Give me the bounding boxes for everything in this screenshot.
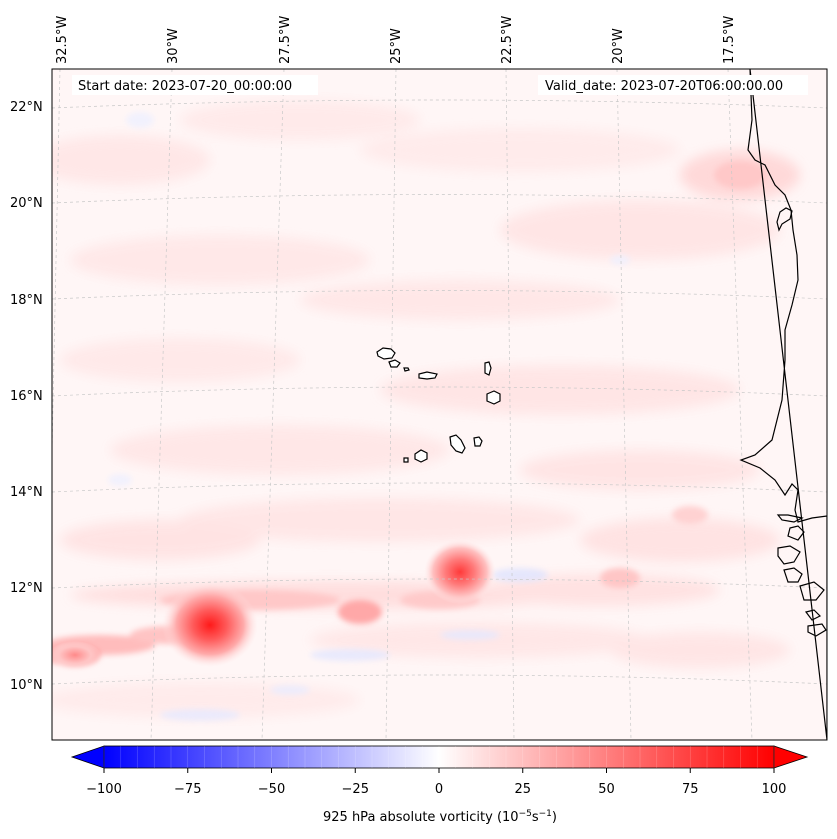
- colorbar-tick-label: −25: [342, 782, 369, 797]
- island-santa-luzia: [403, 367, 410, 372]
- lon-label-25w: 25°W: [389, 28, 404, 64]
- colorbar-extend-high: [773, 745, 809, 769]
- island-sao-vicente: [388, 359, 401, 368]
- lat-label-14n: 14°N: [10, 485, 43, 500]
- colorbar-tick-label: 75: [682, 782, 699, 797]
- coast-detail-north: [776, 207, 793, 232]
- start-date-text: Start date: 2023-07-20_00:00:00: [78, 79, 292, 94]
- lon-label-32-5w: 32.5°W: [55, 16, 70, 64]
- vorticity-maximum-secondary: [424, 540, 496, 604]
- vorticity-maximum-tertiary: [52, 641, 101, 669]
- map-frame: [51, 68, 828, 741]
- island-sal: [484, 361, 492, 376]
- lon-label-30w: 30°W: [166, 28, 181, 64]
- colorbar-extend-low: [70, 745, 105, 769]
- lon-label-22-5w: 22.5°W: [500, 16, 515, 64]
- colorbar-ticks: −100 −75 −50 −25 0 25 50 75 100: [86, 746, 786, 797]
- island-boa-vista: [486, 390, 501, 405]
- island-sao-nicolau: [418, 371, 438, 380]
- valid-date-text: Valid_date: 2023-07-20T06:00:00.00: [545, 79, 783, 94]
- lat-label-10n: 10°N: [10, 678, 43, 693]
- vorticity-maximum-primary: [162, 583, 258, 667]
- longitude-labels: 32.5°W 30°W 27.5°W 25°W 22.5°W 20°W 17.5…: [55, 16, 737, 64]
- lat-label-22n: 22°N: [10, 100, 43, 115]
- colorbar-tick-label: 25: [514, 782, 531, 797]
- colorbar-label: 925 hPa absolute vorticity (10−5s−1): [323, 809, 557, 825]
- lat-label-20n: 20°N: [10, 196, 43, 211]
- island-brava: [403, 457, 409, 463]
- lat-label-18n: 18°N: [10, 293, 43, 308]
- island-fogo: [414, 449, 428, 463]
- colorbar-tick-label: 50: [598, 782, 615, 797]
- graticule: [52, 69, 827, 740]
- colorbar-tick-label: 0: [435, 782, 443, 797]
- map-panel: Start date: 2023-07-20_00:00:00 Valid_da…: [51, 68, 828, 741]
- lat-label-16n: 16°N: [10, 389, 43, 404]
- lon-label-27-5w: 27.5°W: [278, 16, 293, 64]
- island-santo-antao: [376, 347, 396, 360]
- west-africa-coastline: [739, 69, 827, 740]
- island-santiago: [449, 434, 466, 454]
- vorticity-field: [52, 100, 800, 721]
- colorbar-tick-label: −75: [174, 782, 201, 797]
- latitude-labels: 22°N 20°N 18°N 16°N 14°N 12°N 10°N: [10, 100, 43, 693]
- colorbar-tick-label: −100: [86, 782, 122, 797]
- lon-label-17-5w: 17.5°W: [722, 16, 737, 64]
- lon-label-20w: 20°W: [611, 28, 626, 64]
- cape-verde-islands: [376, 347, 501, 463]
- colorbar-tick-label: −50: [258, 782, 285, 797]
- colorbar: −100 −75 −50 −25 0 25 50 75 100 925 hPa absolute…: [70, 745, 809, 825]
- coast-detail-gambia: [776, 514, 827, 637]
- land-africa: [739, 69, 827, 740]
- island-maio: [473, 436, 483, 447]
- colorbar-tick-label: 100: [762, 782, 787, 797]
- lat-label-12n: 12°N: [10, 581, 43, 596]
- valid-date-box: [538, 75, 808, 95]
- start-date-box: [72, 75, 318, 95]
